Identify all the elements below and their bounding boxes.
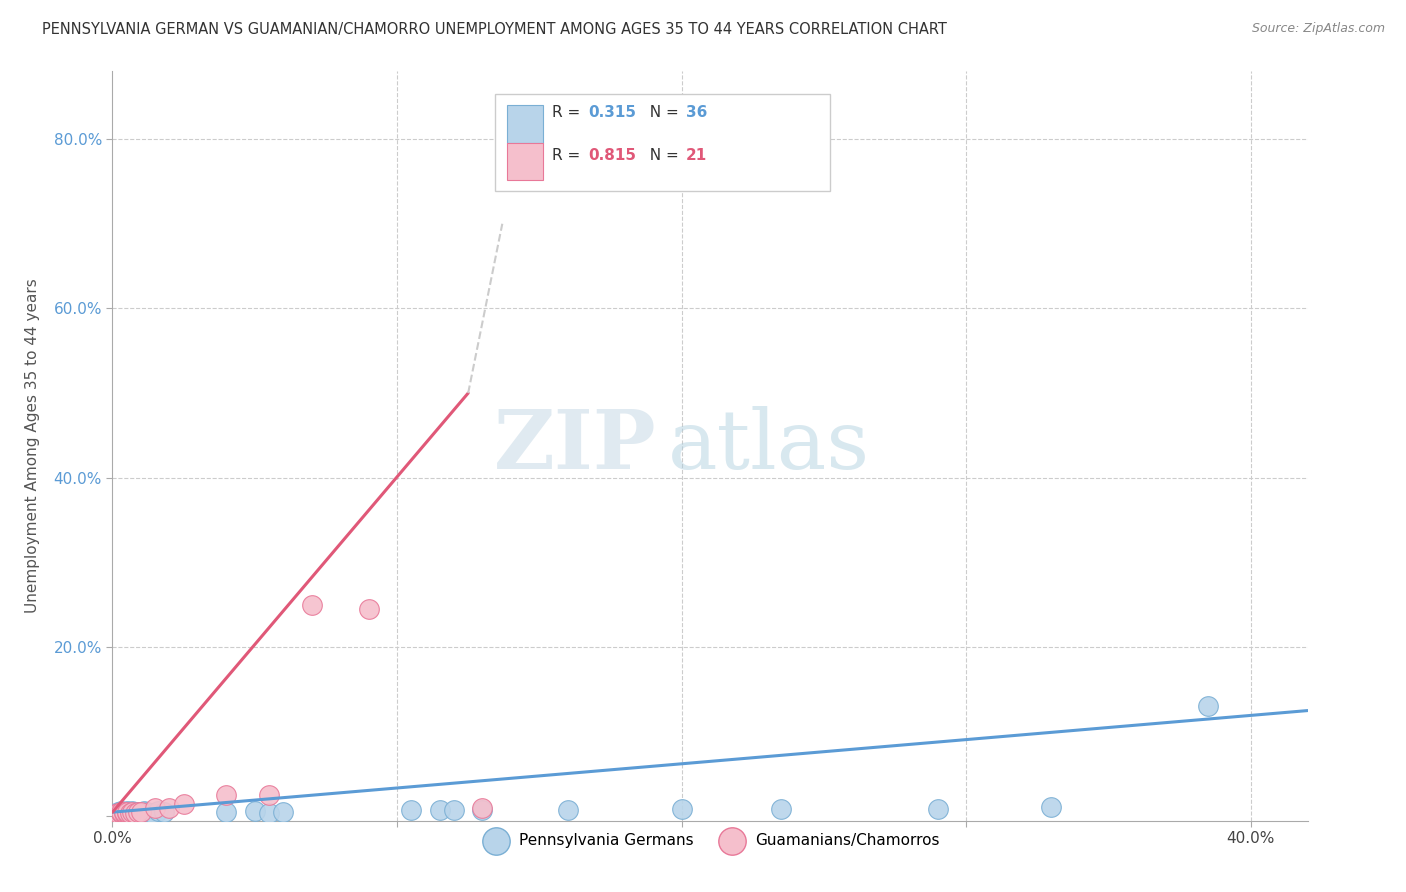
Point bbox=[152, 805, 174, 820]
Text: N =: N = bbox=[640, 105, 683, 120]
Point bbox=[112, 805, 135, 820]
Point bbox=[121, 806, 143, 821]
Point bbox=[127, 805, 149, 820]
Point bbox=[157, 801, 180, 815]
Point bbox=[770, 802, 793, 816]
Point bbox=[401, 804, 423, 818]
FancyBboxPatch shape bbox=[495, 94, 830, 191]
Point bbox=[1197, 699, 1219, 714]
Point bbox=[118, 805, 141, 820]
Point bbox=[118, 805, 141, 820]
Text: 0.815: 0.815 bbox=[588, 148, 636, 162]
Point bbox=[132, 805, 155, 819]
Point bbox=[121, 805, 143, 820]
Point bbox=[215, 805, 238, 820]
Point bbox=[129, 805, 152, 820]
Point bbox=[115, 805, 138, 820]
Point bbox=[471, 804, 494, 818]
Text: 21: 21 bbox=[686, 148, 707, 162]
Point bbox=[357, 602, 380, 616]
Point bbox=[107, 805, 129, 820]
Point bbox=[215, 789, 238, 803]
Y-axis label: Unemployment Among Ages 35 to 44 years: Unemployment Among Ages 35 to 44 years bbox=[25, 278, 39, 614]
Point bbox=[115, 806, 138, 821]
Point bbox=[271, 805, 294, 820]
Point bbox=[124, 805, 146, 820]
Point bbox=[110, 806, 132, 821]
Point bbox=[115, 805, 138, 819]
Point bbox=[124, 805, 146, 820]
Point bbox=[141, 805, 163, 820]
Point bbox=[143, 801, 166, 815]
Point bbox=[121, 805, 143, 819]
Point bbox=[129, 805, 152, 820]
Point bbox=[471, 801, 494, 815]
Point bbox=[173, 797, 195, 811]
Point bbox=[104, 806, 127, 821]
Point bbox=[1040, 800, 1063, 814]
Point bbox=[112, 805, 135, 820]
Text: atlas: atlas bbox=[668, 406, 870, 486]
Point bbox=[107, 806, 129, 821]
Text: R =: R = bbox=[553, 105, 585, 120]
Point bbox=[127, 805, 149, 820]
Point bbox=[110, 805, 132, 820]
Point bbox=[301, 598, 323, 612]
Text: N =: N = bbox=[640, 148, 683, 162]
FancyBboxPatch shape bbox=[508, 105, 543, 143]
Text: ZIP: ZIP bbox=[494, 406, 657, 486]
Point bbox=[110, 805, 132, 819]
Text: 0.315: 0.315 bbox=[588, 105, 636, 120]
Legend: Pennsylvania Germans, Guamanians/Chamorros: Pennsylvania Germans, Guamanians/Chamorr… bbox=[475, 827, 945, 855]
Text: R =: R = bbox=[553, 148, 585, 162]
Text: 36: 36 bbox=[686, 105, 707, 120]
Point bbox=[927, 802, 949, 816]
Point bbox=[124, 805, 146, 820]
Point bbox=[243, 805, 266, 819]
Point bbox=[257, 789, 280, 803]
Point bbox=[135, 805, 157, 820]
Point bbox=[104, 806, 127, 821]
Text: Source: ZipAtlas.com: Source: ZipAtlas.com bbox=[1251, 22, 1385, 36]
Point bbox=[110, 805, 132, 820]
Point bbox=[443, 803, 465, 817]
Point bbox=[115, 805, 138, 820]
FancyBboxPatch shape bbox=[508, 143, 543, 180]
Point bbox=[429, 804, 451, 818]
Point bbox=[557, 803, 579, 817]
Point bbox=[671, 802, 693, 816]
Point bbox=[112, 805, 135, 820]
Point bbox=[146, 805, 169, 819]
Point bbox=[112, 805, 135, 820]
Text: PENNSYLVANIA GERMAN VS GUAMANIAN/CHAMORRO UNEMPLOYMENT AMONG AGES 35 TO 44 YEARS: PENNSYLVANIA GERMAN VS GUAMANIAN/CHAMORR… bbox=[42, 22, 948, 37]
Point bbox=[118, 805, 141, 820]
Point bbox=[257, 805, 280, 820]
Point bbox=[107, 805, 129, 820]
